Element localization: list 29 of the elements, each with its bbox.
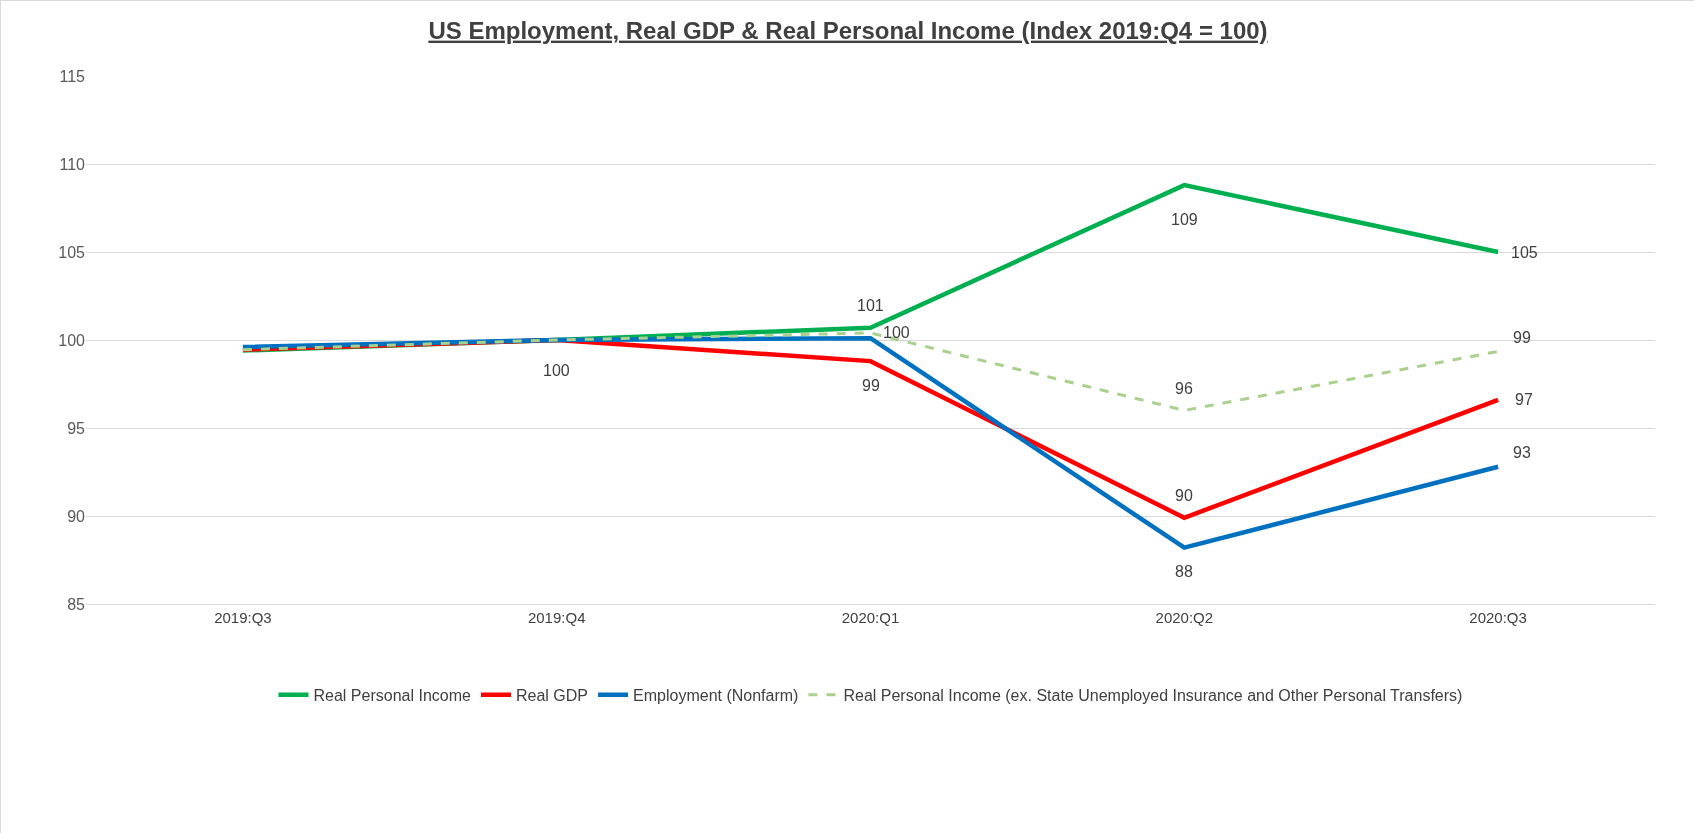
data-label: 99	[1513, 329, 1531, 346]
data-label: 96	[1175, 380, 1193, 397]
data-label: 88	[1175, 563, 1193, 580]
y-tick-label: 100	[58, 331, 86, 349]
x-tick-label: 2020:Q3	[1469, 609, 1527, 626]
x-tick-label: 2019:Q3	[214, 609, 272, 626]
legend-label: Real Personal Income	[313, 687, 472, 705]
x-tick-label: 2020:Q1	[841, 609, 900, 626]
y-tick-label: 115	[59, 67, 86, 85]
x-tick-label: 2019:Q4	[527, 609, 586, 626]
data-label: 97	[1515, 391, 1533, 408]
data-label: 109	[1171, 211, 1198, 228]
y-tick-label: 90	[67, 507, 86, 525]
legend-label: Real Personal Income (ex. State Unemployed Insurance and Other Personal Transfers)	[843, 687, 1463, 705]
legend-label: Employment (Nonfarm)	[633, 687, 799, 705]
data-label: 90	[1175, 487, 1193, 504]
legend-label: Real GDP	[516, 687, 589, 705]
data-label: 100	[883, 324, 910, 341]
y-tick-label: 105	[58, 243, 86, 261]
y-tick-label: 85	[67, 595, 86, 613]
data-label: 105	[1511, 244, 1538, 261]
y-tick-label: 95	[67, 419, 86, 437]
y-tick-label: 110	[59, 155, 86, 173]
chart-title: US Employment, Real GDP & Real Personal Income (Index 2019:Q4 = 100)	[428, 16, 1268, 44]
data-label: 101	[857, 297, 884, 314]
data-label: 100	[543, 362, 570, 379]
x-tick-label: 2020:Q2	[1155, 609, 1214, 626]
data-label: 93	[1513, 444, 1531, 461]
data-label: 99	[862, 377, 880, 394]
